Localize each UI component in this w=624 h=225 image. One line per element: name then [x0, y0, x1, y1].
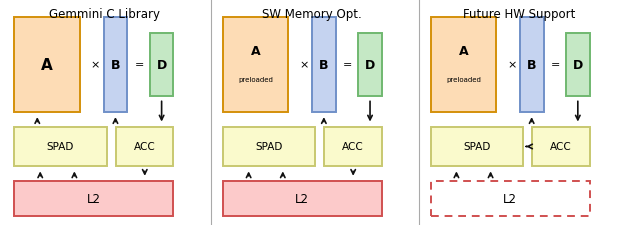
- Text: ×: ×: [507, 60, 517, 70]
- Bar: [116, 127, 173, 166]
- Text: SW Memory Opt.: SW Memory Opt.: [262, 8, 362, 21]
- Bar: [223, 127, 315, 166]
- Text: =: =: [550, 60, 560, 70]
- Text: B: B: [110, 59, 120, 72]
- Text: SPAD: SPAD: [463, 142, 490, 152]
- Bar: [14, 127, 107, 166]
- Text: B: B: [319, 59, 329, 72]
- Bar: [324, 127, 382, 166]
- Text: L2: L2: [87, 192, 101, 205]
- Text: D: D: [573, 59, 583, 72]
- Bar: [431, 18, 496, 112]
- Text: L2: L2: [503, 192, 517, 205]
- Bar: [431, 127, 523, 166]
- Text: A: A: [251, 45, 260, 58]
- Bar: [358, 34, 382, 97]
- Bar: [14, 18, 80, 112]
- Text: ACC: ACC: [134, 142, 155, 152]
- Bar: [520, 18, 544, 112]
- Text: ×: ×: [90, 60, 100, 70]
- Text: D: D: [157, 59, 167, 72]
- Text: Future HW Support: Future HW Support: [463, 8, 575, 21]
- Bar: [431, 181, 590, 216]
- Bar: [566, 34, 590, 97]
- Text: =: =: [343, 60, 353, 70]
- Text: A: A: [459, 45, 468, 58]
- Bar: [532, 127, 590, 166]
- Text: ACC: ACC: [550, 142, 572, 152]
- Bar: [312, 18, 336, 112]
- Bar: [223, 18, 288, 112]
- Text: SPAD: SPAD: [255, 142, 283, 152]
- Text: L2: L2: [295, 192, 310, 205]
- Text: Gemmini C Library: Gemmini C Library: [49, 8, 160, 21]
- Bar: [104, 18, 127, 112]
- Text: ×: ×: [299, 60, 309, 70]
- Text: preloaded: preloaded: [238, 76, 273, 82]
- Text: SPAD: SPAD: [47, 142, 74, 152]
- Text: D: D: [365, 59, 375, 72]
- Text: =: =: [134, 60, 144, 70]
- Bar: [150, 34, 173, 97]
- Bar: [14, 181, 173, 216]
- Text: ACC: ACC: [343, 142, 364, 152]
- Text: B: B: [527, 59, 537, 72]
- Text: preloaded: preloaded: [446, 76, 480, 82]
- Bar: [223, 181, 382, 216]
- Text: A: A: [41, 58, 53, 73]
